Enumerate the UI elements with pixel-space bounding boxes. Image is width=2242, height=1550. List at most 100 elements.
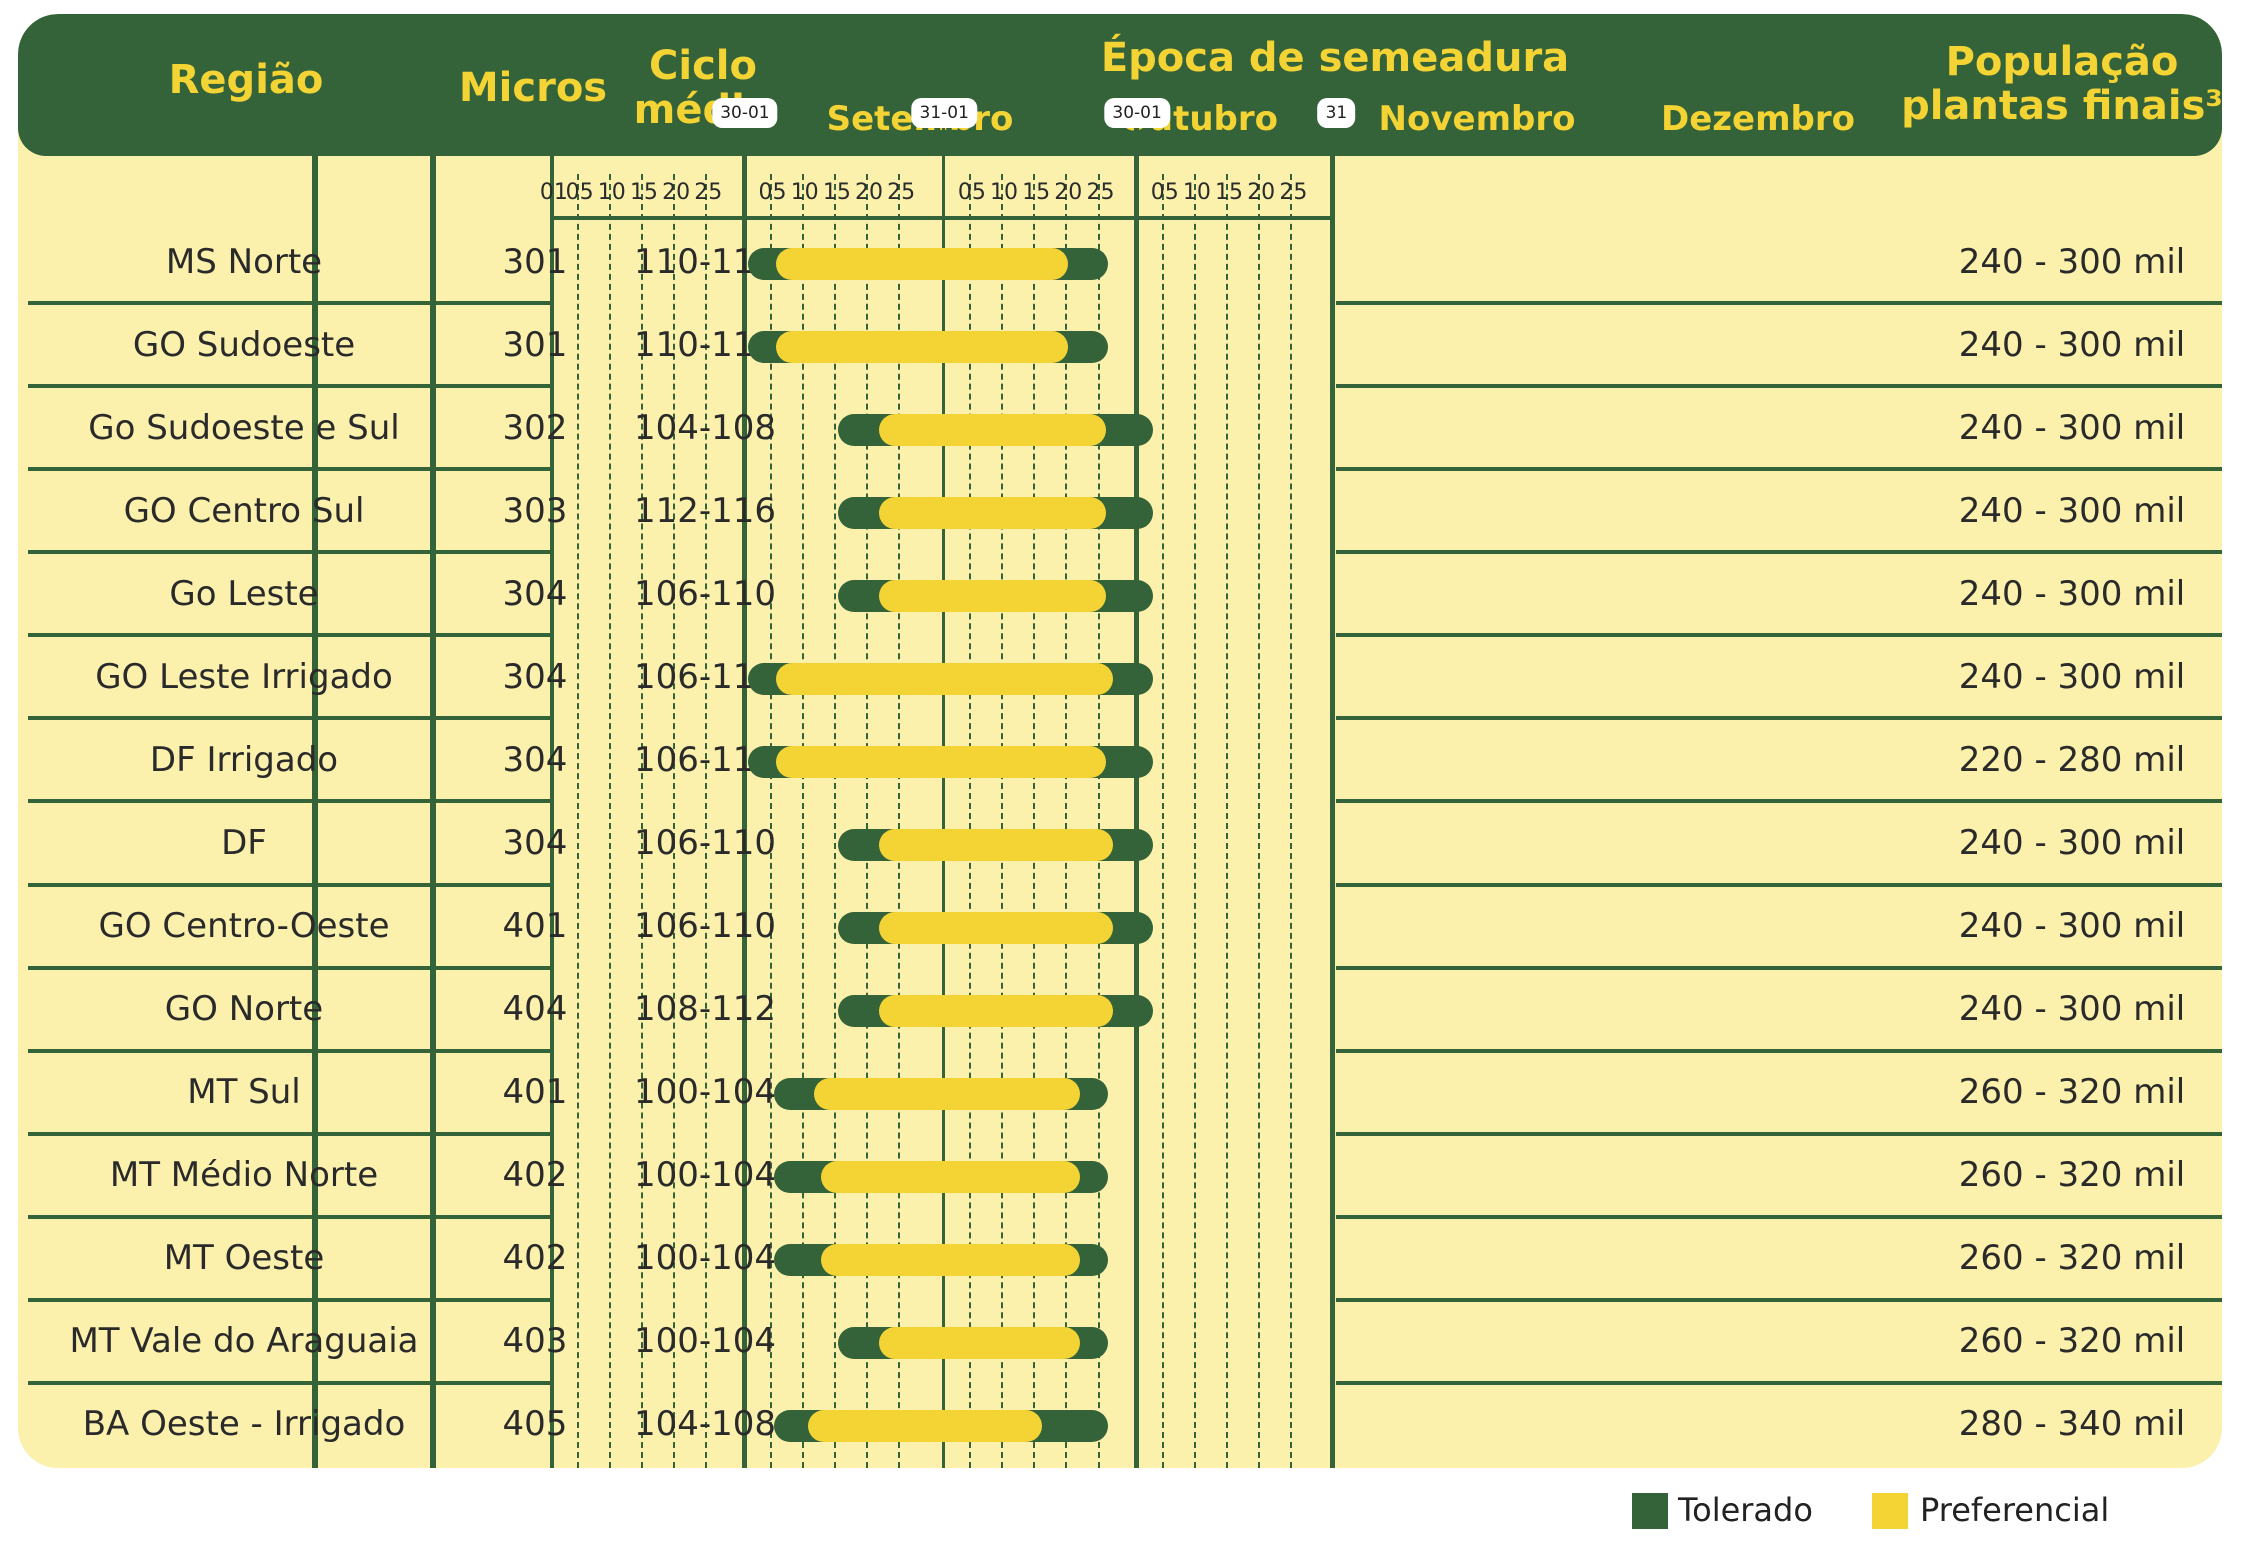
row-divider xyxy=(1336,384,2222,389)
header-epoca: Época de semeadura xyxy=(1100,35,1570,81)
month-divider xyxy=(741,112,746,1468)
bar-preferencial xyxy=(878,829,1113,861)
row-divider xyxy=(1336,882,2222,887)
cell-regiao: GO Norte xyxy=(164,989,324,1030)
row-divider xyxy=(1336,1297,2222,1302)
cell-micros: 402 xyxy=(502,1238,568,1279)
row-divider xyxy=(28,1297,550,1302)
bar-preferencial xyxy=(775,330,1068,363)
cell-populacao: 260 - 320 mil xyxy=(1958,1155,2186,1196)
cell-micros: 301 xyxy=(502,324,568,365)
cell-populacao: 280 - 340 mil xyxy=(1958,1404,2186,1445)
day-gridline xyxy=(1290,174,1293,1468)
day-gridline xyxy=(1065,174,1068,1468)
day-tick-label: 20 xyxy=(1054,180,1083,205)
cell-regiao: DF Irrigado xyxy=(149,739,339,780)
cell-regiao: MT Oeste xyxy=(163,1238,325,1279)
month-divider xyxy=(550,114,554,1468)
day-tick-label: 25 xyxy=(1279,180,1308,205)
month-end-tag: 31 xyxy=(1317,98,1356,128)
bar-preferencial xyxy=(878,995,1113,1028)
legend-label-preferencial: Preferencial xyxy=(1920,1491,2110,1529)
bar-preferencial xyxy=(814,1078,1081,1111)
legend-label-tolerado: Tolerado xyxy=(1678,1491,1813,1529)
cell-regiao: GO Sudoeste xyxy=(132,324,356,365)
day-tick-label: 20 xyxy=(1247,180,1276,205)
month-end-tag: 31-01 xyxy=(911,98,977,128)
row-divider xyxy=(28,384,550,389)
header-month-novembro: Novembro xyxy=(1378,99,1576,139)
row-divider xyxy=(28,1214,550,1219)
day-tick-label: 10 xyxy=(790,180,819,205)
row-divider xyxy=(1336,716,2222,721)
day-tick-label: 10 xyxy=(1182,180,1211,205)
month-end-tag: 30-01 xyxy=(712,98,778,128)
day-gridline xyxy=(968,174,971,1468)
cell-regiao: MT Vale do Araguaia xyxy=(69,1321,419,1362)
month-end-tag: 30-01 xyxy=(1104,98,1170,128)
row-divider xyxy=(28,882,550,887)
cell-ciclo: 106-110 xyxy=(633,573,777,614)
month-divider xyxy=(1134,112,1139,1468)
bar-preferencial xyxy=(820,1161,1081,1194)
cell-regiao: GO Leste Irrigado xyxy=(95,656,393,697)
day-tick-label: 25 xyxy=(887,180,916,205)
day-tick-label: 05 xyxy=(758,180,787,205)
row-divider xyxy=(28,799,550,804)
bar-preferencial xyxy=(878,413,1107,446)
day-gridline xyxy=(801,174,804,1468)
day-tick-label: 01 xyxy=(539,180,568,205)
day-gridline xyxy=(866,174,869,1468)
bar-preferencial xyxy=(808,1410,1042,1443)
cell-populacao: 240 - 300 mil xyxy=(1958,324,2186,365)
row-divider xyxy=(1336,1380,2222,1385)
header-regiao: Região xyxy=(168,57,324,103)
row-divider xyxy=(28,1380,550,1385)
cell-ciclo: 100-104 xyxy=(633,1321,777,1362)
header-populacao-line2: plantas finais³ xyxy=(1901,83,2222,129)
cell-micros: 401 xyxy=(502,906,568,947)
bar-preferencial xyxy=(878,496,1107,529)
cell-regiao: DF xyxy=(221,823,267,863)
day-tick-label: 20 xyxy=(662,180,691,205)
cell-micros: 302 xyxy=(502,407,568,448)
cell-populacao: 240 - 300 mil xyxy=(1958,241,2186,282)
day-gridline xyxy=(576,174,579,1468)
legend-swatch-preferencial xyxy=(1872,1493,1908,1529)
cell-populacao: 240 - 300 mil xyxy=(1958,656,2186,697)
day-tick-label: 10 xyxy=(990,180,1018,205)
cell-ciclo: 104-108 xyxy=(633,1404,777,1445)
bar-preferencial xyxy=(775,247,1068,280)
cell-micros: 404 xyxy=(502,989,568,1030)
row-divider xyxy=(28,467,550,472)
cell-regiao: MT Médio Norte xyxy=(109,1155,379,1196)
legend-swatch-tolerado xyxy=(1632,1493,1668,1529)
day-tick-label: 15 xyxy=(629,180,658,205)
day-gridline xyxy=(641,174,644,1468)
cell-ciclo: 100-104 xyxy=(633,1238,777,1279)
day-tick-label: 15 xyxy=(1215,180,1244,205)
day-gridline xyxy=(1258,174,1261,1468)
row-divider xyxy=(1336,1131,2222,1136)
cell-micros: 402 xyxy=(502,1155,568,1196)
cell-micros: 301 xyxy=(502,241,568,282)
day-gridline xyxy=(608,174,611,1468)
row-divider xyxy=(1336,467,2222,472)
row-divider xyxy=(28,301,550,306)
day-gridline xyxy=(673,174,676,1468)
cell-populacao: 260 - 320 mil xyxy=(1958,1238,2186,1279)
row-divider xyxy=(28,965,550,970)
cell-regiao: BA Oeste - Irrigado xyxy=(82,1404,406,1445)
cell-populacao: 240 - 300 mil xyxy=(1958,906,2186,947)
cell-ciclo: 100-104 xyxy=(633,1072,777,1113)
cell-ciclo: 112-116 xyxy=(633,490,777,531)
row-divider xyxy=(1336,799,2222,804)
header-ciclo-line1: Ciclo xyxy=(649,43,757,89)
column-divider xyxy=(430,156,436,1468)
day-tick-label: 25 xyxy=(1086,180,1115,205)
table-header: Região Micros Ciclo médio Época de semea… xyxy=(18,14,2222,156)
day-gridline xyxy=(1226,174,1229,1468)
row-divider xyxy=(1336,550,2222,555)
cell-populacao: 240 - 300 mil xyxy=(1958,573,2186,614)
bar-preferencial xyxy=(775,662,1113,695)
